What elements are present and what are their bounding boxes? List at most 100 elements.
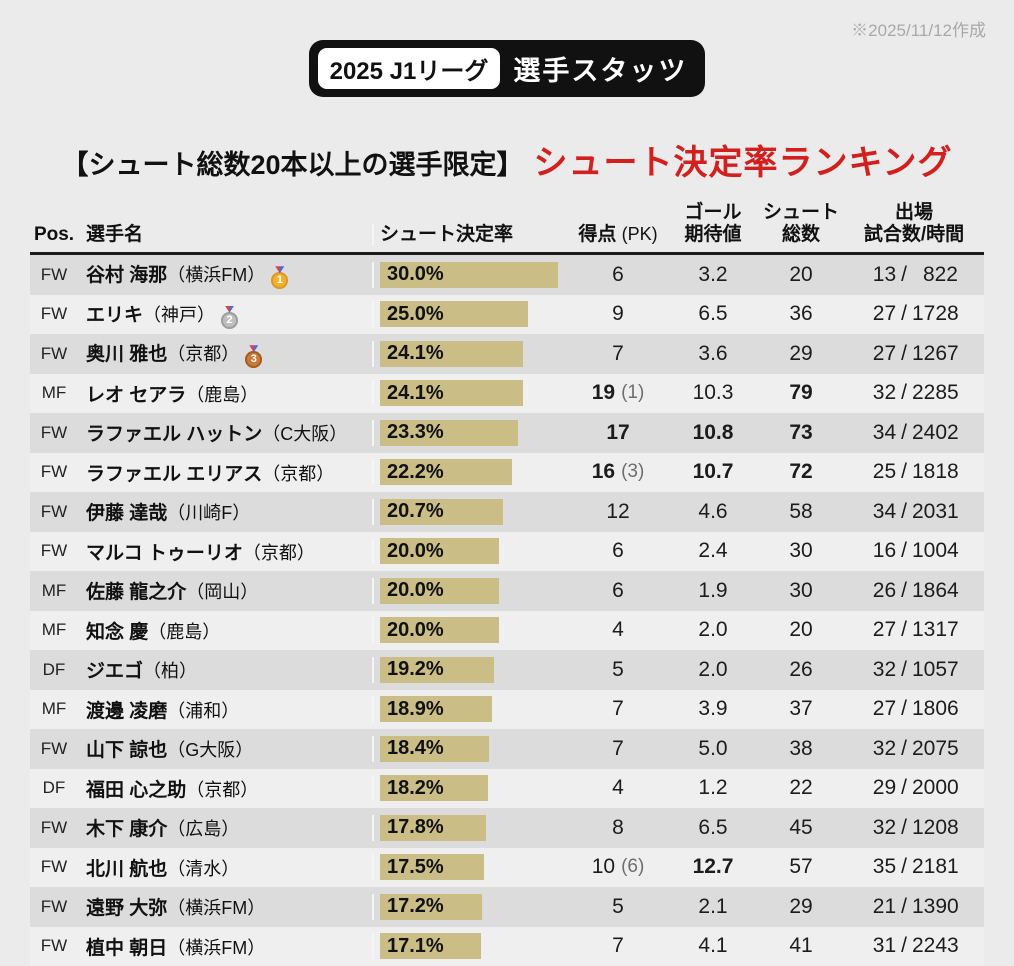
rate-value: 17.1% xyxy=(380,935,444,958)
goals-cell: 4 xyxy=(568,618,668,642)
goals-value: 7 xyxy=(612,342,624,366)
apps-slash: / xyxy=(901,658,907,682)
rate-value: 17.2% xyxy=(380,895,444,918)
apps-slash: / xyxy=(901,816,907,840)
shots-value: 37 xyxy=(789,697,812,720)
xg-cell: 2.0 xyxy=(668,618,758,642)
table-row: FW エリキ（神戸）2 25.0% 9 6.5 36 27/1728 xyxy=(30,295,984,335)
shots-value: 38 xyxy=(789,737,812,760)
apps-games: 34 xyxy=(870,421,896,445)
rate-value: 24.1% xyxy=(380,382,444,405)
table-row: MF 知念 慶（鹿島） 20.0% 4 2.0 20 27/1317 xyxy=(30,611,984,651)
xg-cell: 2.4 xyxy=(668,539,758,563)
player-name: 山下 諒也 xyxy=(86,740,167,761)
goals-cell: 7 xyxy=(568,737,668,761)
goals-value: 4 xyxy=(612,776,624,800)
apps-games: 13 xyxy=(870,263,896,287)
player-name: 遠野 大弥 xyxy=(86,898,167,919)
rate-cell: 18.2% xyxy=(372,775,568,801)
player-name-cell: 北川 航也（清水） xyxy=(78,854,372,881)
xg-cell: 6.5 xyxy=(668,816,758,840)
goals-cell: 9 xyxy=(568,302,668,326)
rate-cell: 20.0% xyxy=(372,538,568,564)
goals-value: 16 xyxy=(592,460,615,484)
apps-minutes: 1806 xyxy=(912,697,958,721)
shots-value: 30 xyxy=(789,579,812,602)
player-team: （川崎F） xyxy=(167,503,250,523)
player-team: （京都） xyxy=(243,543,315,563)
player-team: （横浜FM） xyxy=(167,265,265,285)
player-name: エリキ xyxy=(86,305,143,326)
goals-value: 6 xyxy=(612,579,624,603)
shots-cell: 73 xyxy=(758,421,844,445)
shots-value: 45 xyxy=(789,816,812,839)
shots-cell: 37 xyxy=(758,697,844,721)
apps-slash: / xyxy=(901,697,907,721)
xg-value: 10.7 xyxy=(693,460,734,483)
apps-cell: 35/2181 xyxy=(844,855,984,879)
rate-bar: 18.9% xyxy=(380,696,492,722)
player-name: 北川 航也 xyxy=(86,859,167,880)
rate-value: 18.9% xyxy=(380,698,444,721)
position-cell: FW xyxy=(30,857,78,877)
player-name-cell: 木下 康介（広島） xyxy=(78,814,372,841)
goals-value: 5 xyxy=(612,658,624,682)
xg-value: 1.9 xyxy=(698,579,727,602)
rate-value: 19.2% xyxy=(380,658,444,681)
player-name-cell: 奥川 雅也（京都）3 xyxy=(78,339,372,368)
apps-slash: / xyxy=(901,934,907,958)
xg-cell: 10.8 xyxy=(668,421,758,445)
goals-cell: 6 xyxy=(568,579,668,603)
player-team: （京都） xyxy=(186,780,258,800)
title-main: シュート決定率ランキング xyxy=(534,144,953,182)
rate-cell: 17.5% xyxy=(372,854,568,880)
shots-cell: 57 xyxy=(758,855,844,879)
apps-slash: / xyxy=(901,618,907,642)
player-team: （京都） xyxy=(262,464,334,484)
rate-cell: 18.9% xyxy=(372,696,568,722)
shots-cell: 36 xyxy=(758,302,844,326)
apps-minutes: 1208 xyxy=(912,816,958,840)
position-cell: FW xyxy=(30,502,78,522)
apps-games: 27 xyxy=(870,302,896,326)
rate-value: 24.1% xyxy=(380,342,444,365)
goals-value: 6 xyxy=(612,263,624,287)
rate-cell: 17.8% xyxy=(372,815,568,841)
pk-value: (6) xyxy=(621,856,644,878)
apps-games: 27 xyxy=(870,697,896,721)
goals-value: 7 xyxy=(612,737,624,761)
apps-games: 32 xyxy=(870,816,896,840)
goals-cell: 6 xyxy=(568,539,668,563)
apps-slash: / xyxy=(901,776,907,800)
rate-cell: 20.7% xyxy=(372,499,568,525)
page-title: 【シュート総数20本以上の選手限定】シュート決定率ランキング xyxy=(0,135,1014,184)
rate-bar: 17.2% xyxy=(380,894,482,920)
player-name-cell: 渡邊 凌磨（浦和） xyxy=(78,696,372,723)
shots-value: 26 xyxy=(789,658,812,681)
apps-games: 34 xyxy=(870,500,896,524)
apps-games: 35 xyxy=(870,855,896,879)
apps-games: 29 xyxy=(870,776,896,800)
medal-1-icon: 1 xyxy=(271,272,288,289)
position-cell: FW xyxy=(30,423,78,443)
player-team: （G大阪） xyxy=(167,740,253,760)
xg-value: 2.0 xyxy=(698,658,727,681)
goals-cell: 5 xyxy=(568,895,668,919)
xg-cell: 5.0 xyxy=(668,737,758,761)
shots-value: 58 xyxy=(789,500,812,523)
xg-value: 2.1 xyxy=(698,895,727,918)
shots-cell: 45 xyxy=(758,816,844,840)
rate-value: 18.4% xyxy=(380,737,444,760)
apps-slash: / xyxy=(901,579,907,603)
rate-value: 25.0% xyxy=(380,303,444,326)
apps-cell: 21/1390 xyxy=(844,895,984,919)
position-cell: FW xyxy=(30,818,78,838)
player-name: ジエゴ xyxy=(86,661,143,682)
column-header-rate: シュート決定率 xyxy=(372,224,568,246)
goals-cell: 17 xyxy=(568,421,668,445)
apps-slash: / xyxy=(901,342,907,366)
player-name-cell: 伊藤 達哉（川崎F） xyxy=(78,498,372,525)
goals-cell: 19(1) xyxy=(568,381,668,405)
player-team: （横浜FM） xyxy=(167,938,265,958)
table-row: FW ラファエル エリアス（京都） 22.2% 16(3) 10.7 72 25… xyxy=(30,453,984,493)
